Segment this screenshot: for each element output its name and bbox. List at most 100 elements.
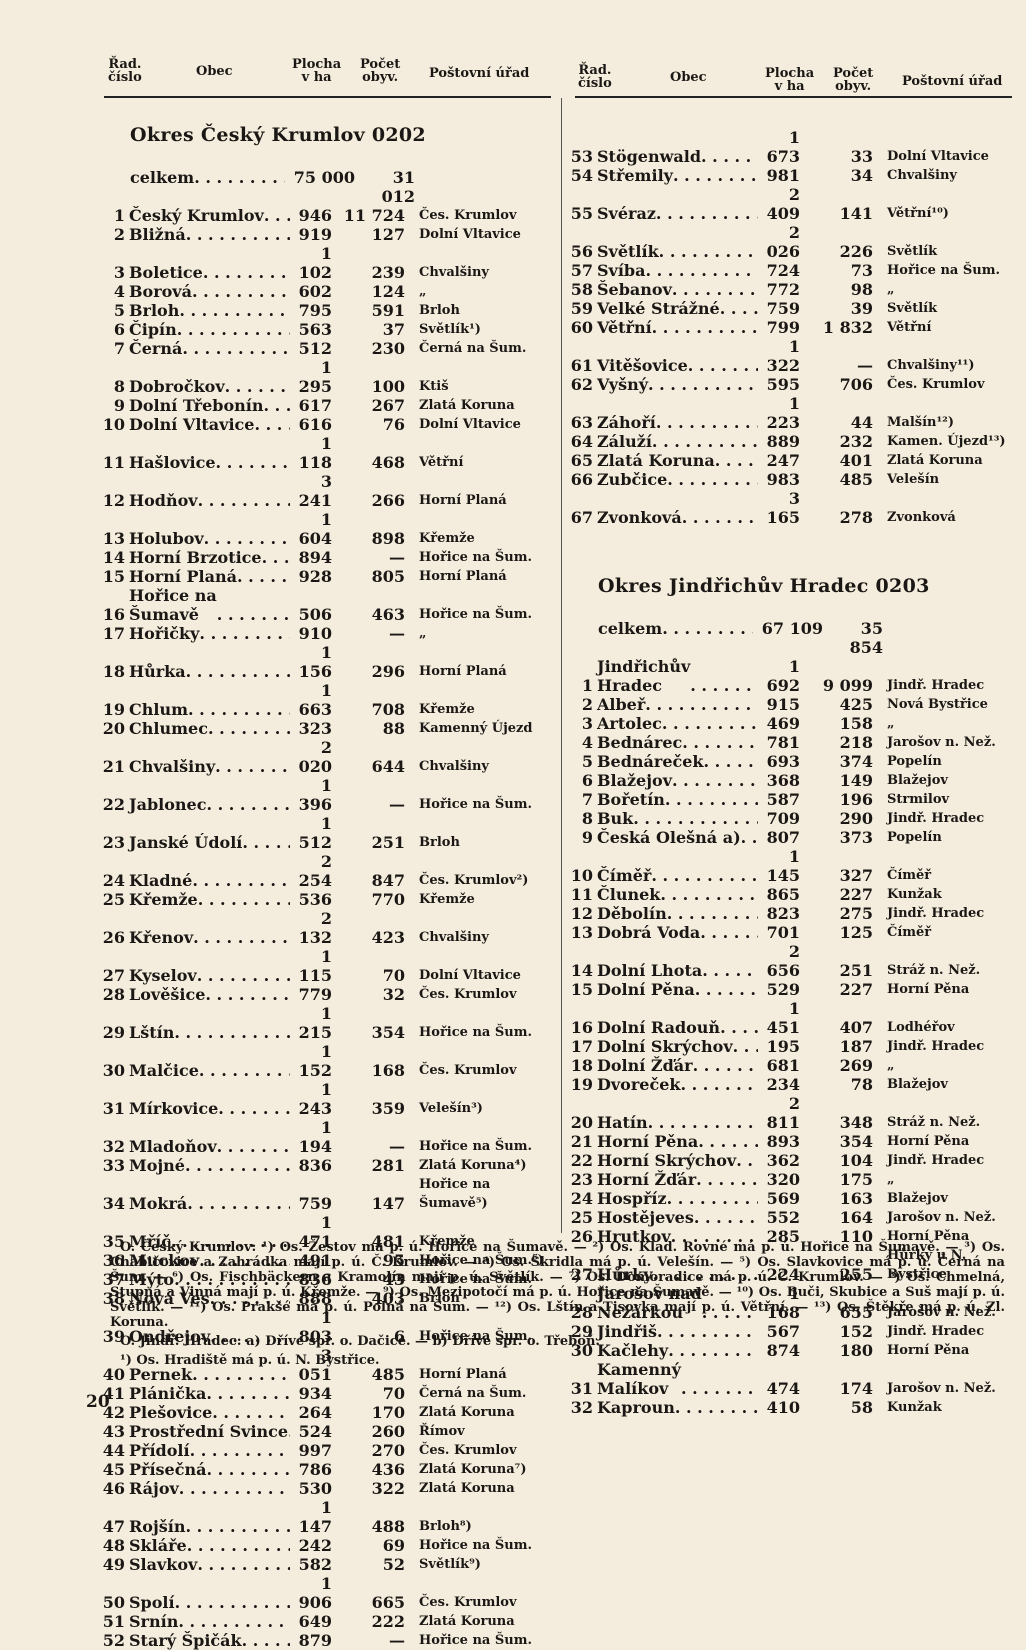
population: — bbox=[389, 1137, 405, 1156]
col-head: Poštovní úřad bbox=[429, 66, 530, 81]
municipality-name: Číměř bbox=[597, 866, 652, 885]
post-office: Hořice na Šum. bbox=[419, 1272, 532, 1287]
leader bbox=[206, 1460, 290, 1479]
row-number: 29 bbox=[102, 1023, 125, 1042]
area: 530 bbox=[298, 1479, 332, 1498]
row-number: 28 bbox=[102, 985, 125, 1004]
row-number: 26 bbox=[570, 1227, 593, 1246]
municipality-name: Blažejov bbox=[597, 771, 672, 790]
population: 98 bbox=[850, 280, 873, 299]
population: 708 bbox=[371, 700, 405, 719]
population: 52 bbox=[382, 1555, 405, 1574]
row-number: 27 bbox=[570, 1265, 593, 1284]
population: 34 bbox=[850, 166, 873, 185]
row-number: 37 bbox=[102, 1270, 125, 1289]
post-office: Hořice na Šum. bbox=[419, 1633, 532, 1648]
municipality: Dolní Radouň bbox=[597, 1018, 758, 1037]
municipality-name: Skláře bbox=[129, 1536, 187, 1555]
municipality: Chlum bbox=[129, 700, 290, 719]
municipality-name: Holubov bbox=[129, 529, 204, 548]
post-office: Chvalšiny bbox=[887, 168, 957, 183]
municipality: Bořetín bbox=[597, 790, 758, 809]
municipality-name: Bližná bbox=[129, 225, 186, 244]
area: 195 bbox=[766, 1037, 800, 1056]
row-number: 20 bbox=[102, 719, 125, 738]
area: 681 bbox=[766, 1056, 800, 1075]
municipality: Zlatá Koruna bbox=[597, 451, 758, 470]
area: 320 bbox=[766, 1170, 800, 1189]
municipality: Rájov bbox=[129, 1479, 290, 1498]
population: 32 bbox=[382, 985, 405, 1004]
municipality-name: Malčice bbox=[129, 1061, 199, 1080]
leader bbox=[262, 548, 290, 567]
row-number: 47 bbox=[102, 1517, 125, 1536]
leader bbox=[695, 980, 758, 999]
post-office: Zlatá Koruna⁴) bbox=[419, 1158, 527, 1173]
municipality-name: Pernek bbox=[129, 1365, 193, 1384]
post-office: Horní Planá bbox=[419, 1367, 507, 1382]
post-office: Stráž n. Než. bbox=[887, 963, 981, 978]
area: 893 bbox=[766, 1132, 800, 1151]
municipality-name: Člunek bbox=[597, 885, 661, 904]
population: 436 bbox=[371, 1460, 405, 1479]
area: 779 bbox=[298, 985, 332, 1004]
municipality-name: Velké Strážné bbox=[597, 299, 720, 318]
leader bbox=[736, 1151, 758, 1170]
municipality: Hrutkov bbox=[597, 1227, 758, 1246]
population: 644 bbox=[371, 757, 405, 776]
population: 11 724 bbox=[343, 206, 405, 225]
row-number: 3 bbox=[113, 263, 125, 282]
municipality-name: Srnín bbox=[129, 1612, 179, 1631]
post-office: Popelín bbox=[887, 830, 942, 845]
row-number: 43 bbox=[102, 1422, 125, 1441]
municipality: Střemily bbox=[597, 166, 758, 185]
area: 552 bbox=[766, 1208, 800, 1227]
municipality: Pernek bbox=[129, 1365, 290, 1384]
post-office: Světlík bbox=[887, 301, 938, 316]
area: 2 132 bbox=[298, 909, 332, 947]
municipality: Hostějeves bbox=[597, 1208, 758, 1227]
area: 1 803 bbox=[298, 1308, 332, 1346]
leader bbox=[667, 1189, 758, 1208]
population: 488 bbox=[371, 1517, 405, 1536]
municipality-name: Lověšice bbox=[129, 985, 206, 1004]
population: 232 bbox=[839, 432, 873, 451]
municipality: Jablonec bbox=[129, 795, 290, 814]
leader bbox=[651, 866, 758, 885]
row-number: 39 bbox=[102, 1327, 125, 1346]
row-number: 57 bbox=[570, 261, 593, 280]
population: 44 bbox=[850, 413, 873, 432]
area: 1 102 bbox=[298, 244, 332, 282]
population: 251 bbox=[371, 833, 405, 852]
post-office: Čes. Krumlov bbox=[419, 1443, 517, 1458]
population: 847 bbox=[371, 871, 405, 890]
area: 506 bbox=[298, 605, 332, 624]
leader bbox=[652, 432, 758, 451]
leader bbox=[212, 1403, 290, 1422]
area: 1 663 bbox=[298, 681, 332, 719]
area: 799 bbox=[766, 318, 800, 337]
area: 889 bbox=[766, 432, 800, 451]
area: 894 bbox=[298, 548, 332, 567]
post-office: Brloh bbox=[419, 835, 460, 850]
population: 95 bbox=[382, 1251, 405, 1270]
municipality-name: Hostějeves bbox=[597, 1208, 694, 1227]
area: 709 bbox=[766, 809, 800, 828]
municipality-name: Křemže bbox=[129, 890, 198, 909]
leader bbox=[672, 280, 758, 299]
